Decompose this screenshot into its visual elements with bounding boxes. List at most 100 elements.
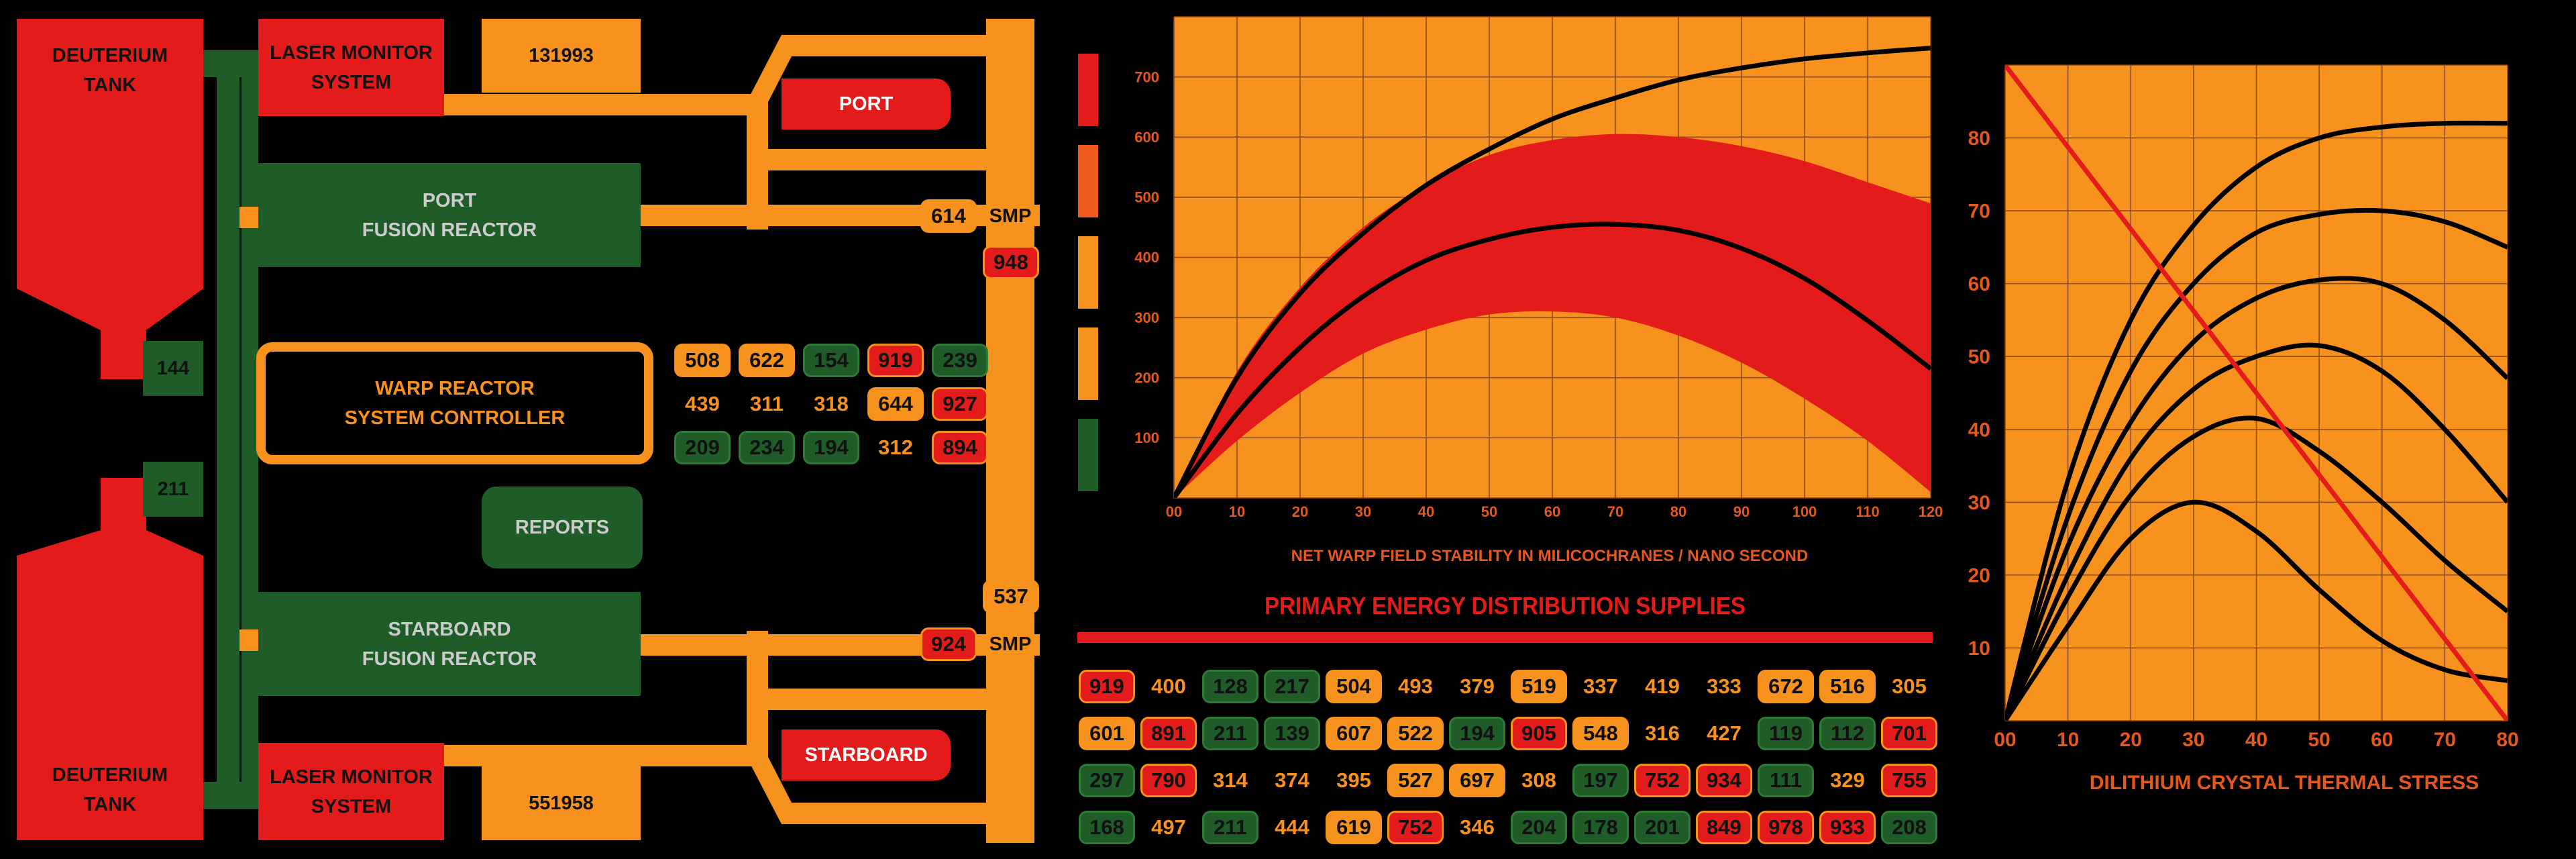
energy-chip[interactable]: 333 [1707, 674, 1741, 698]
energy-chip[interactable]: 672 [1758, 670, 1814, 703]
energy-chip[interactable]: 891 [1140, 717, 1197, 750]
energy-chip[interactable]: 419 [1645, 674, 1680, 698]
energy-chip[interactable]: 168 [1079, 811, 1135, 844]
warp-stability-chart: 00 10 20 30 40 50 60 70 80 90 100 110 120 100 200 300 40… [1134, 16, 1943, 520]
energy-chip[interactable]: 139 [1264, 717, 1320, 750]
energy-chip[interactable]: 919 [1079, 670, 1135, 703]
energy-chip[interactable]: 697 [1449, 764, 1505, 797]
energy-chip[interactable]: 201 [1634, 811, 1690, 844]
status-chip[interactable]: 194 [803, 431, 859, 464]
energy-chip[interactable]: 790 [1140, 764, 1197, 797]
status-chip[interactable]: 234 [739, 431, 795, 464]
smp-bottom-value[interactable]: 924 [920, 627, 977, 661]
energy-chip[interactable]: 905 [1511, 717, 1567, 750]
port-fusion-reactor[interactable]: PORT FUSION REACTOR [258, 163, 641, 267]
energy-chip[interactable]: 379 [1460, 674, 1495, 698]
chart-x-tick: 70 [2434, 729, 2456, 751]
laser-monitor-top[interactable]: LASER MONITOR SYSTEM [258, 19, 444, 116]
energy-chip[interactable]: 119 [1758, 717, 1814, 750]
chart-y-tick: 30 [1968, 492, 1990, 514]
energy-chip[interactable]: 934 [1696, 764, 1752, 797]
chart-x-tick: 10 [2057, 729, 2079, 751]
valve-top[interactable]: 144 [143, 341, 203, 396]
energy-chip[interactable]: 308 [1521, 768, 1556, 792]
energy-chip[interactable]: 548 [1572, 717, 1629, 750]
energy-chip[interactable]: 601 [1079, 717, 1135, 750]
energy-chip[interactable]: 337 [1583, 674, 1618, 698]
energy-chip[interactable]: 111 [1758, 764, 1814, 797]
status-chip[interactable]: 312 [878, 436, 913, 459]
energy-chip[interactable]: 297 [1079, 764, 1135, 797]
energy-chip[interactable]: 204 [1511, 811, 1567, 844]
energy-chip[interactable]: 128 [1202, 670, 1258, 703]
chart-y-tick: 20 [1968, 564, 1990, 587]
status-chip[interactable]: 508 [674, 344, 731, 377]
status-chip[interactable]: 439 [685, 392, 720, 415]
status-chip[interactable]: 154 [803, 344, 859, 377]
energy-chip[interactable]: 217 [1264, 670, 1320, 703]
energy-chip[interactable]: 527 [1387, 764, 1444, 797]
energy-chip[interactable]: 755 [1881, 764, 1937, 797]
energy-chip[interactable]: 752 [1634, 764, 1690, 797]
energy-chip[interactable]: 444 [1275, 815, 1309, 839]
energy-chip[interactable]: 504 [1326, 670, 1382, 703]
status-chip[interactable]: 919 [867, 344, 924, 377]
energy-chip[interactable]: 197 [1572, 764, 1629, 797]
smp-bottom-top-value[interactable]: 537 [983, 580, 1039, 613]
energy-chip[interactable]: 400 [1151, 674, 1186, 698]
chart-x-tick: 30 [2182, 729, 2204, 751]
energy-chip[interactable]: 112 [1819, 717, 1876, 750]
energy-chip[interactable]: 933 [1819, 811, 1876, 844]
status-chip[interactable]: 209 [674, 431, 731, 464]
smp-top-alert[interactable]: 948 [983, 246, 1039, 279]
status-chip[interactable]: 311 [749, 392, 784, 415]
chart-x-tick: 80 [2496, 729, 2518, 751]
energy-chip[interactable]: 497 [1151, 815, 1186, 839]
starboard-button[interactable]: STARBOARD [782, 729, 951, 780]
energy-chip[interactable]: 208 [1881, 811, 1937, 844]
status-chip[interactable]: 894 [932, 431, 988, 464]
status-chip[interactable]: 644 [867, 387, 924, 421]
energy-chip[interactable]: 178 [1572, 811, 1629, 844]
deuterium-tank-bottom[interactable]: DEUTERIUM TANK [17, 756, 203, 823]
energy-chip[interactable]: 194 [1449, 717, 1505, 750]
warp-reactor-controller[interactable]: WARP REACTOR SYSTEM CONTROLLER [256, 342, 653, 464]
energy-chip[interactable]: 211 [1202, 717, 1258, 750]
port-button[interactable]: PORT [782, 79, 951, 130]
chart-y-tick: 200 [1134, 369, 1159, 386]
energy-chip[interactable]: 346 [1460, 815, 1495, 839]
energy-chip[interactable]: 519 [1511, 670, 1567, 703]
status-chip[interactable]: 622 [739, 344, 795, 377]
energy-chip[interactable]: 314 [1213, 768, 1248, 792]
laser-monitor-bottom[interactable]: LASER MONITOR SYSTEM [258, 743, 444, 840]
energy-chip[interactable]: 849 [1696, 811, 1752, 844]
energy-chip[interactable]: 619 [1326, 811, 1382, 844]
energy-chip[interactable]: 522 [1387, 717, 1444, 750]
energy-chip[interactable]: 316 [1645, 721, 1680, 745]
chart-x-tick: 30 [1355, 503, 1371, 520]
chart-series-line-4 [2005, 415, 2508, 721]
deuterium-tank-bottom-shape [17, 478, 203, 840]
energy-chip[interactable]: 211 [1202, 811, 1258, 844]
energy-chip[interactable]: 701 [1881, 717, 1937, 750]
energy-chip[interactable]: 607 [1326, 717, 1382, 750]
chart-series-line-1 [2005, 207, 2508, 721]
energy-chip[interactable]: 427 [1707, 721, 1741, 745]
energy-chip[interactable]: 305 [1892, 674, 1927, 698]
status-chip[interactable]: 318 [814, 392, 849, 415]
energy-chip[interactable]: 374 [1275, 768, 1309, 792]
energy-chip[interactable]: 395 [1336, 768, 1371, 792]
energy-chip[interactable]: 329 [1830, 768, 1865, 792]
reports-button[interactable]: REPORTS [482, 487, 643, 568]
smp-top-value[interactable]: 614 [920, 199, 977, 233]
valve-bottom[interactable]: 211 [143, 462, 203, 517]
energy-chip[interactable]: 516 [1819, 670, 1876, 703]
energy-chip[interactable]: 752 [1387, 811, 1444, 844]
starboard-fusion-reactor[interactable]: STARBOARD FUSION REACTOR [258, 592, 641, 696]
status-chip[interactable]: 927 [932, 387, 988, 421]
deuterium-tank-top[interactable]: DEUTERIUM TANK [17, 37, 203, 104]
energy-chip[interactable]: 493 [1398, 674, 1433, 698]
chart-y-tick: 40 [1968, 419, 1990, 441]
energy-chip[interactable]: 978 [1758, 811, 1814, 844]
status-chip[interactable]: 239 [932, 344, 988, 377]
